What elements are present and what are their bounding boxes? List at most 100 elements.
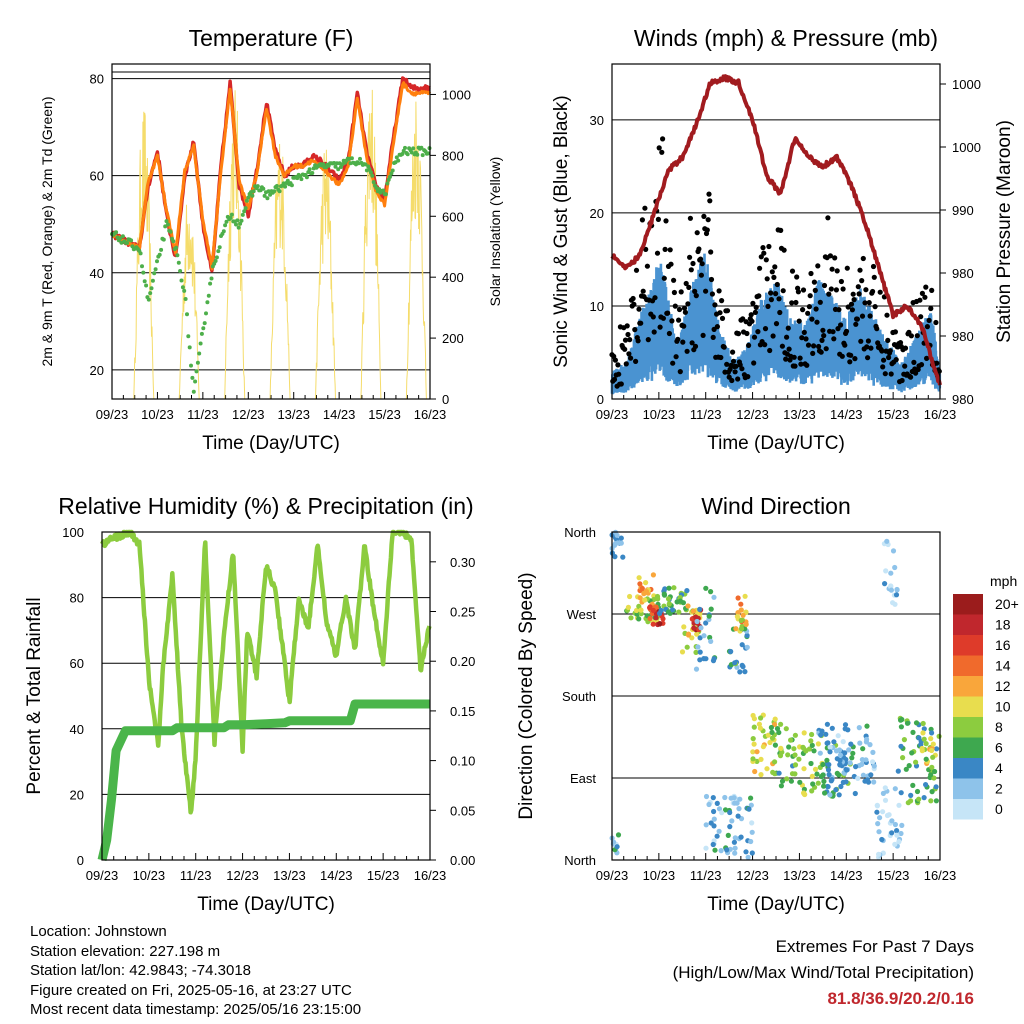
temperature-panel: Temperature (F) 09/23 10/23 11/23 12/23 13/23… — [39, 25, 503, 454]
dewpoint-point — [262, 193, 267, 198]
y-tick-label-right: 990 — [952, 203, 974, 218]
gust-point — [732, 369, 738, 375]
gust-point — [874, 326, 880, 332]
direction-point — [754, 749, 760, 755]
y-tick-label-right: 800 — [442, 148, 464, 163]
direction-point — [890, 600, 896, 606]
gust-point — [640, 288, 646, 294]
x-tick-label: 11/23 — [180, 868, 212, 883]
gust-point — [676, 306, 683, 313]
direction-point — [824, 783, 831, 790]
x-tick-label: 13/23 — [273, 868, 306, 883]
x-tick-label: 16/23 — [924, 407, 957, 422]
dewpoint-point — [221, 229, 226, 234]
gust-point — [777, 309, 783, 316]
gust-point — [730, 358, 737, 364]
direction-point — [650, 621, 656, 627]
dewpoint-point — [223, 223, 228, 228]
dewpoint-point — [285, 178, 290, 183]
direction-point — [864, 723, 870, 729]
y-tick-label: 0 — [77, 853, 84, 868]
direction-point — [871, 763, 877, 769]
y-tick-label: 40 — [90, 266, 104, 281]
direction-point — [703, 822, 709, 828]
direction-point — [901, 737, 908, 743]
gust-point — [800, 307, 806, 313]
gust-point — [803, 336, 809, 342]
direction-point — [724, 847, 730, 853]
gust-point — [789, 268, 796, 274]
dewpoint-point — [242, 209, 247, 214]
dewpoint-point — [125, 241, 129, 245]
direction-point — [674, 599, 680, 605]
direction-point — [718, 848, 724, 854]
direction-point — [693, 666, 700, 672]
direction-point — [706, 613, 712, 619]
direction-point — [842, 722, 849, 728]
gust-point — [794, 274, 800, 280]
direction-point — [772, 759, 778, 765]
dewpoint-point — [182, 288, 187, 293]
direction-point — [863, 757, 869, 763]
gust-point — [685, 301, 691, 307]
direction-point — [725, 832, 731, 839]
dewpoint-point — [426, 151, 431, 156]
direction-point — [909, 750, 915, 756]
gust-point — [918, 362, 925, 368]
gust-point — [753, 304, 759, 310]
gust-point — [705, 217, 711, 223]
direction-point — [906, 763, 912, 769]
direction-point — [863, 739, 870, 745]
gust-point — [744, 330, 750, 337]
gust-point — [735, 331, 742, 337]
gust-point — [746, 342, 752, 348]
x-tick-label: 09/23 — [96, 407, 129, 422]
direction-point — [764, 766, 770, 772]
direction-point — [732, 835, 738, 841]
direction-point — [884, 538, 890, 544]
direction-point — [879, 836, 885, 843]
x-tick-label: 15/23 — [367, 868, 400, 883]
gust-points — [609, 136, 942, 389]
gust-point — [859, 313, 866, 319]
gust-point — [882, 371, 888, 377]
gust-point — [748, 312, 754, 318]
gust-point — [668, 261, 674, 267]
dewpoint-point — [142, 279, 147, 284]
chart-title: Temperature (F) — [189, 25, 354, 51]
y-tick-label-right: 0.25 — [450, 605, 475, 620]
dewpoint-point — [201, 326, 206, 331]
direction-point — [669, 607, 676, 613]
gust-point — [811, 279, 818, 285]
direction-point — [929, 730, 935, 736]
gust-point — [867, 313, 873, 319]
direction-point — [898, 724, 905, 730]
gust-point — [750, 300, 756, 306]
gust-point — [847, 359, 853, 365]
direction-point — [836, 792, 842, 798]
direction-point — [769, 735, 776, 741]
dewpoint-point — [240, 212, 245, 217]
gust-point — [868, 345, 874, 351]
direction-point — [694, 618, 700, 625]
x-tick-label: 15/23 — [877, 407, 910, 422]
gust-point — [663, 218, 669, 224]
gust-point — [768, 290, 774, 296]
direction-point — [774, 726, 781, 732]
direction-point — [765, 732, 771, 738]
gust-point — [821, 282, 828, 289]
gust-point — [724, 308, 731, 314]
direction-point — [710, 841, 716, 848]
direction-point — [818, 732, 824, 738]
direction-point — [701, 633, 707, 639]
dewpoint-point — [265, 196, 270, 201]
direction-point — [637, 595, 643, 601]
gust-point — [701, 213, 707, 219]
colorbar-label: 10 — [995, 699, 1011, 715]
gust-point — [671, 277, 677, 283]
y-tick-label-right: 1000 — [952, 140, 981, 155]
gust-point — [665, 310, 671, 316]
direction-point — [840, 739, 846, 745]
direction-point — [642, 597, 648, 603]
gust-point — [651, 329, 657, 335]
